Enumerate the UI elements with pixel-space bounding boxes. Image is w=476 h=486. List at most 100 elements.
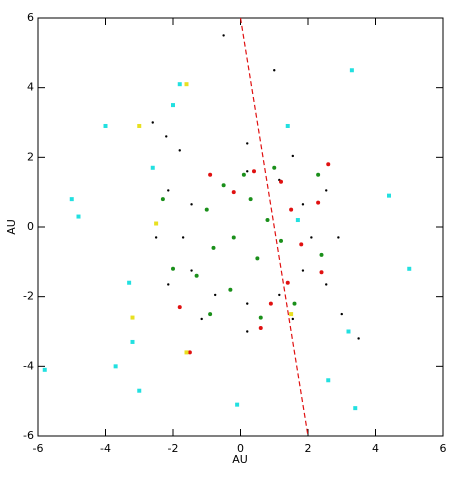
x-tick-label: -2: [168, 442, 179, 455]
point: [248, 197, 253, 202]
point: [221, 183, 226, 188]
point: [190, 269, 193, 272]
point: [246, 142, 249, 145]
point: [316, 200, 321, 205]
point: [387, 193, 391, 198]
point: [268, 301, 273, 306]
point: [292, 301, 297, 306]
point: [208, 172, 213, 177]
point: [177, 82, 182, 87]
point: [228, 287, 233, 292]
point: [258, 326, 263, 331]
point: [171, 103, 175, 108]
point: [325, 189, 328, 192]
point: [340, 312, 343, 316]
y-tick-label: 4: [27, 81, 34, 94]
x-tick-label: -6: [33, 442, 44, 455]
point: [316, 172, 321, 177]
point: [272, 165, 277, 170]
point: [167, 189, 170, 192]
point: [285, 280, 290, 285]
point: [184, 82, 189, 87]
point: [301, 269, 305, 272]
x-tick-label: 0: [237, 442, 244, 455]
point: [160, 197, 165, 202]
point: [246, 302, 249, 305]
point: [258, 315, 263, 320]
point: [291, 317, 295, 321]
y-tick-label: -2: [23, 290, 34, 303]
x-tick-label: -4: [100, 442, 111, 455]
point: [231, 235, 236, 240]
y-tick-label: -4: [23, 359, 34, 372]
point: [299, 242, 304, 247]
point: [69, 197, 74, 202]
point: [337, 236, 340, 239]
point: [204, 207, 209, 212]
y-tick-label: 2: [27, 150, 34, 163]
point: [285, 123, 290, 128]
point: [76, 214, 81, 219]
point: [181, 236, 185, 239]
point: [278, 293, 281, 297]
x-axis-label: AU: [232, 453, 248, 466]
point: [246, 330, 249, 333]
point: [150, 165, 155, 170]
point: [178, 149, 181, 152]
x-tick-label: 2: [305, 442, 312, 455]
point: [310, 236, 313, 239]
point: [213, 293, 217, 297]
point: [255, 256, 260, 261]
point: [319, 270, 324, 275]
x-tick-label: 4: [372, 442, 379, 455]
point: [154, 221, 159, 226]
point: [165, 135, 168, 138]
point: [241, 172, 246, 177]
point: [246, 170, 249, 173]
point: [279, 179, 283, 184]
point: [326, 378, 331, 383]
dashed-line: [239, 17, 309, 437]
y-tick-label: -6: [23, 429, 34, 442]
y-tick-label: 0: [27, 220, 34, 233]
y-axis-label: AU: [5, 219, 18, 235]
point: [357, 337, 360, 340]
point: [353, 406, 358, 411]
point: [407, 266, 412, 271]
point: [137, 123, 142, 128]
point: [301, 203, 305, 206]
point: [295, 218, 300, 223]
y-tick-label: 6: [27, 11, 34, 24]
point: [349, 68, 354, 73]
point: [187, 350, 192, 355]
point: [325, 283, 328, 286]
point: [151, 121, 154, 124]
point: [252, 169, 256, 174]
point: [190, 203, 193, 206]
point: [127, 280, 132, 285]
point: [273, 69, 276, 72]
point: [289, 207, 294, 212]
point: [130, 339, 135, 344]
point: [289, 312, 294, 317]
point: [211, 245, 216, 250]
point: [291, 154, 295, 158]
point: [346, 329, 351, 334]
point: [42, 367, 47, 372]
point: [222, 34, 225, 37]
plot-frame: [37, 17, 444, 437]
point: [231, 190, 236, 195]
point: [154, 236, 158, 239]
point: [326, 162, 331, 167]
point: [167, 283, 170, 286]
point: [171, 266, 175, 271]
point: [113, 364, 118, 369]
point: [130, 315, 135, 320]
x-tick-label: 6: [440, 442, 447, 455]
point: [208, 312, 213, 317]
point: [279, 238, 283, 243]
point: [200, 317, 203, 321]
point: [319, 252, 324, 257]
